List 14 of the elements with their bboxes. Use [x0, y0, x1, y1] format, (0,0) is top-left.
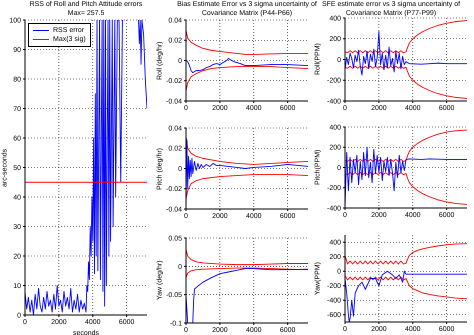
- line-series: [345, 66, 467, 99]
- line-series: [186, 58, 308, 74]
- line-series: [186, 138, 308, 165]
- line-series: [186, 248, 308, 266]
- line-series: [345, 275, 467, 300]
- line-series: [186, 30, 308, 55]
- line-series: [186, 174, 308, 200]
- line-series: [186, 268, 308, 278]
- line-series: [345, 243, 467, 264]
- line-series: [186, 66, 308, 92]
- line-series: [345, 31, 467, 76]
- line-series: [345, 172, 467, 205]
- line-series: [345, 20, 467, 54]
- line-series: [345, 130, 467, 162]
